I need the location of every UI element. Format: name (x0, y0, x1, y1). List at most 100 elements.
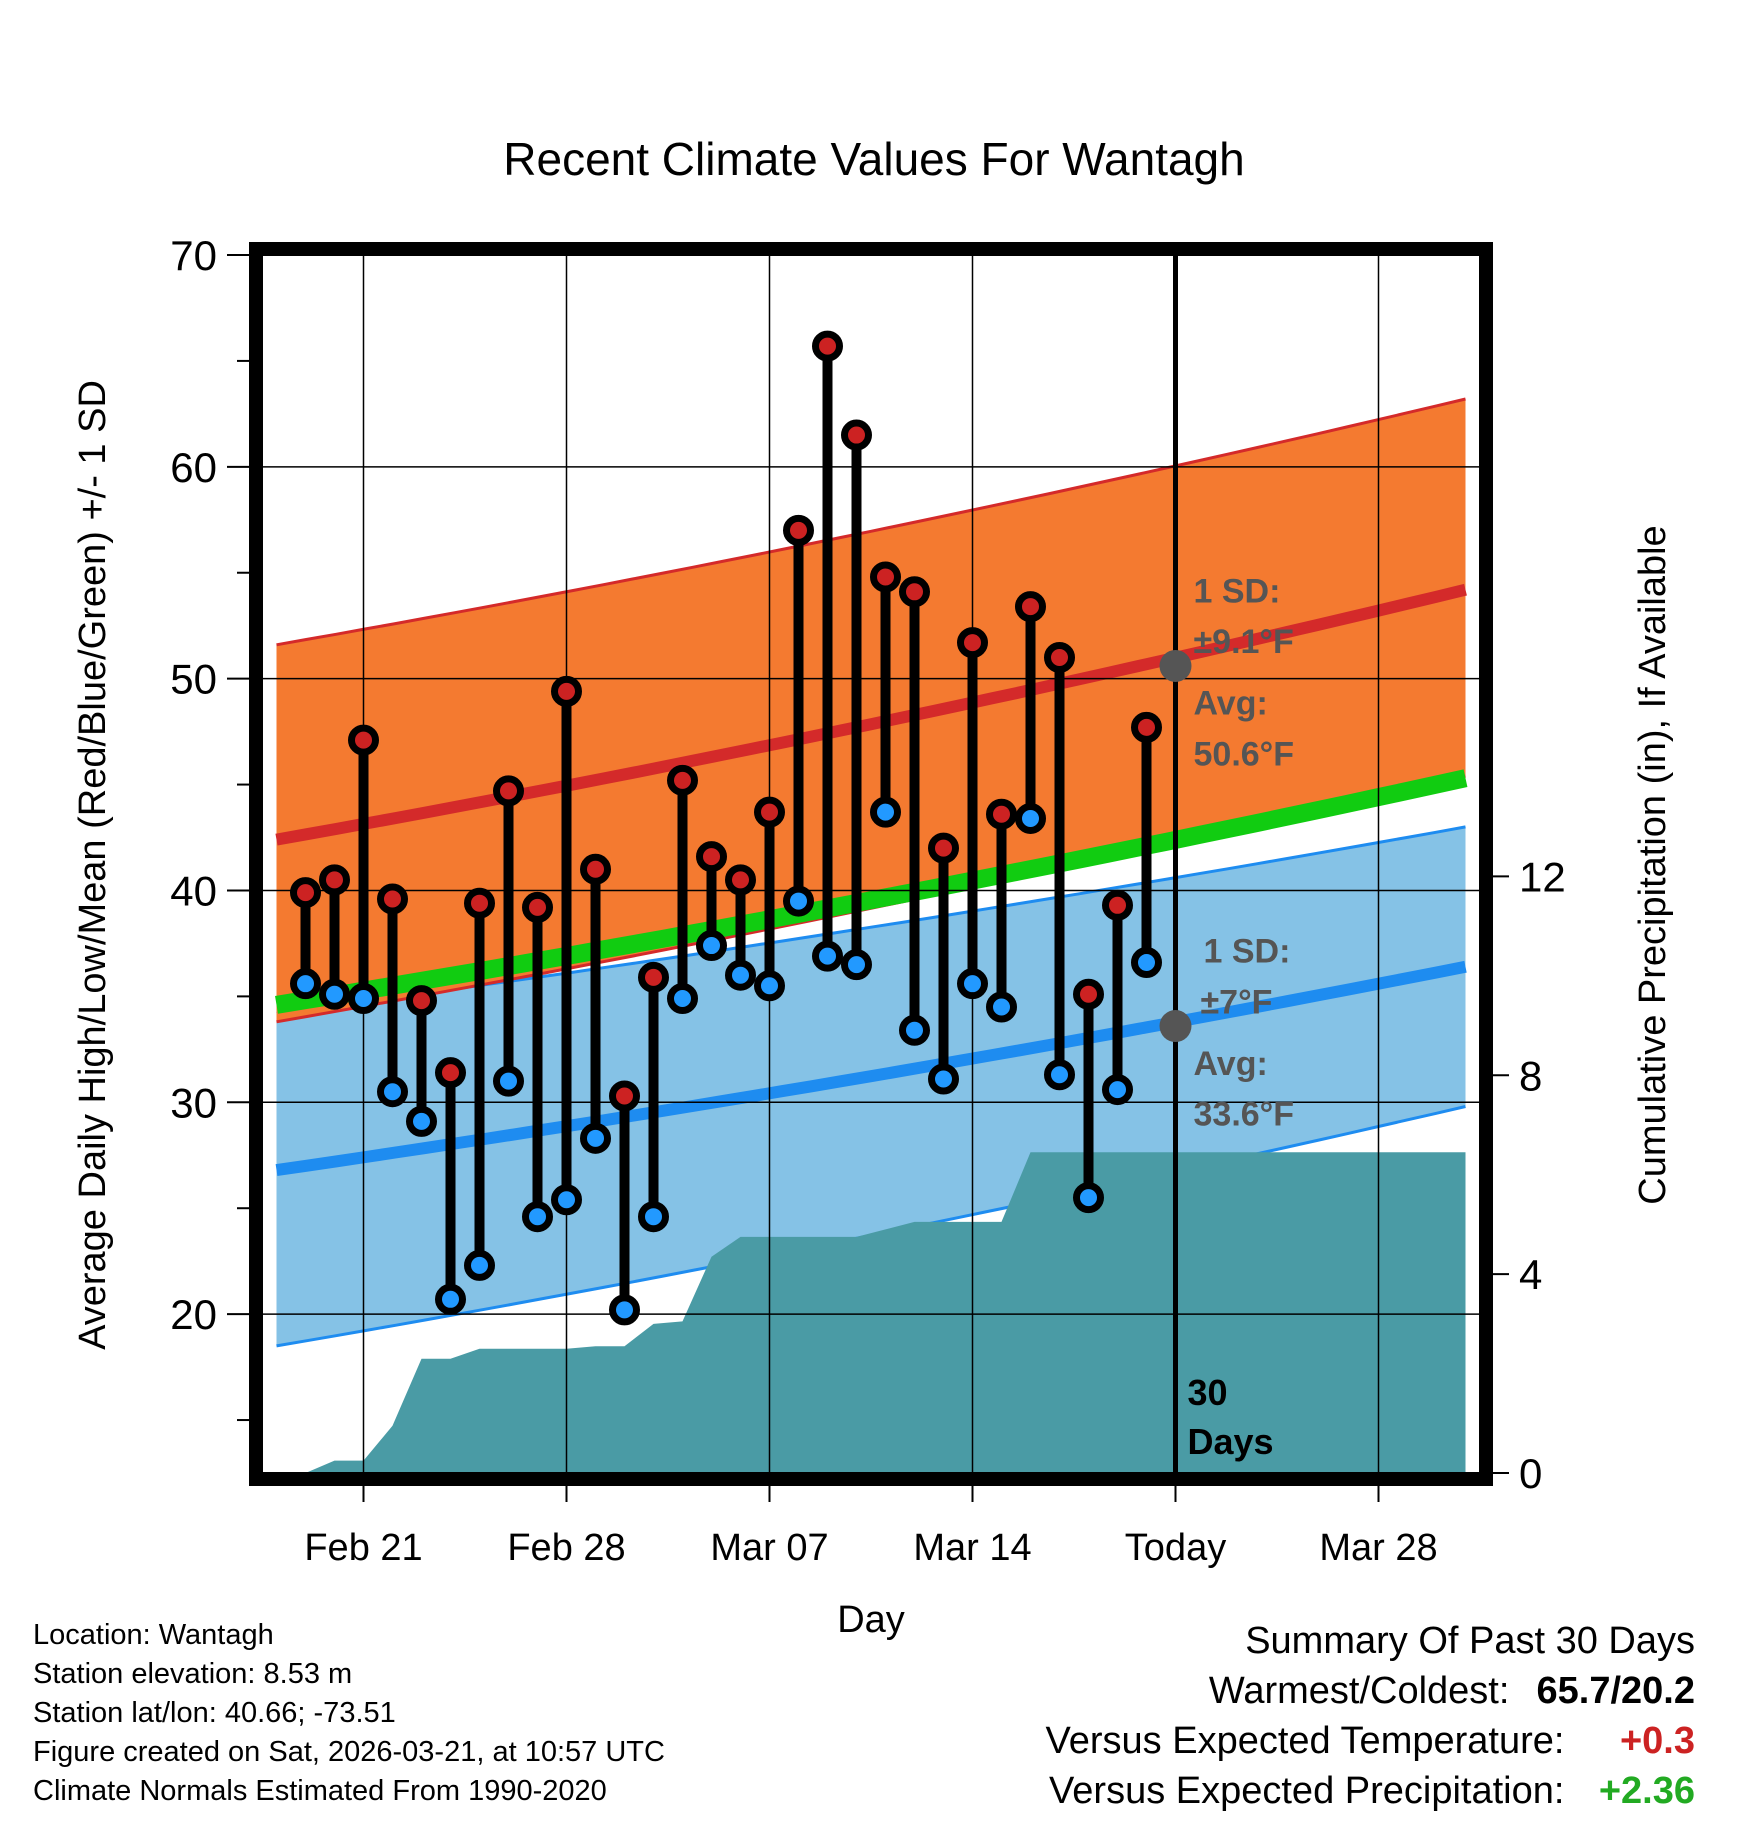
y2-tick-label: 4 (1519, 1251, 1542, 1298)
low-point (696, 930, 727, 962)
low-point (1015, 802, 1046, 834)
high-point (493, 775, 524, 807)
low-point (377, 1076, 408, 1108)
y-tick-label: 30 (170, 1079, 217, 1126)
high-point (899, 576, 930, 608)
low-point (1073, 1182, 1104, 1214)
high-point (1073, 978, 1104, 1010)
high-point (406, 985, 437, 1017)
high-point (522, 891, 553, 923)
temp-label: Versus Expected Temperature: (1045, 1720, 1565, 1762)
high-avg-value: 50.6°F (1194, 736, 1295, 774)
high-sd-label: 1 SD: (1194, 572, 1281, 610)
y-tick-label: 60 (170, 444, 217, 491)
low-point (435, 1283, 466, 1315)
high-point (435, 1057, 466, 1089)
high-point (986, 798, 1017, 830)
temp-value: +0.3 (1619, 1720, 1695, 1762)
high-point (638, 961, 669, 993)
high-point (551, 675, 582, 707)
high-point (957, 627, 988, 659)
y2-tick-label: 8 (1519, 1052, 1542, 1099)
high-point (290, 877, 321, 909)
low-sd-label: 1 SD: (1204, 932, 1291, 970)
x-tick-label: Mar 07 (710, 1527, 828, 1569)
days-text-label: Days (1188, 1421, 1274, 1462)
low-point (725, 959, 756, 991)
days-count-label: 30 (1188, 1372, 1228, 1413)
low-point (609, 1294, 640, 1326)
low-point (290, 968, 321, 1000)
low-point (783, 885, 814, 917)
high-point (725, 864, 756, 896)
low-point (841, 949, 872, 981)
low-point (580, 1122, 611, 1154)
high-sd-band (276, 399, 1466, 1022)
y2-axis-label: Cumulative Precipitation (in), If Availa… (1632, 525, 1674, 1204)
high-avg-label: Avg: (1194, 685, 1268, 723)
low-point (957, 968, 988, 1000)
high-point (1015, 591, 1046, 623)
low-point (319, 978, 350, 1010)
y2-tick-label: 0 (1519, 1450, 1542, 1497)
low-point (1131, 946, 1162, 978)
low-sd-value: ±7°F (1201, 983, 1273, 1021)
location-text: Location: Wantagh (33, 1619, 274, 1651)
precip-value: +2.36 (1598, 1770, 1695, 1812)
high-point (667, 764, 698, 796)
low-point (928, 1063, 959, 1095)
low-point (1044, 1059, 1075, 1091)
x-tick-label: Feb 21 (304, 1527, 422, 1569)
y-tick-label: 70 (170, 232, 217, 279)
precip-label: Versus Expected Precipitation: (1049, 1770, 1565, 1812)
summary-title: Summary Of Past 30 Days (1245, 1620, 1695, 1662)
x-tick-label: Feb 28 (507, 1527, 625, 1569)
low-point (986, 991, 1017, 1023)
low-point (406, 1105, 437, 1137)
low-point (870, 796, 901, 828)
low-point (1102, 1074, 1133, 1106)
high-avg-line (275, 583, 1467, 846)
low-avg-marker (1159, 1010, 1192, 1043)
precip-row: Versus Expected Precipitation: +2.36 (1046, 1766, 1695, 1816)
latlon-text: Station lat/lon: 40.66; -73.51 (33, 1697, 396, 1729)
low-point (754, 970, 785, 1002)
y-axis-label: Average Daily High/Low/Mean (Red/Blue/Gr… (72, 380, 114, 1350)
summary-panel: Summary Of Past 30 Days Warmest/Coldest:… (1046, 1616, 1695, 1816)
x-tick-label: Mar 14 (913, 1527, 1031, 1569)
high-sd-upper-line (276, 397, 1466, 647)
y-tick-label: 40 (170, 867, 217, 914)
high-point (696, 841, 727, 873)
high-point (754, 796, 785, 828)
high-point (377, 883, 408, 915)
high-point (1044, 641, 1075, 673)
y-tick-label: 50 (170, 656, 217, 703)
low-point (348, 983, 379, 1015)
low-avg-label: Avg: (1194, 1045, 1268, 1083)
low-point (667, 983, 698, 1015)
high-avg-marker (1159, 649, 1192, 682)
high-point (1131, 711, 1162, 743)
warm-cold-label: Warmest/Coldest: (1208, 1670, 1510, 1712)
high-point (319, 864, 350, 896)
high-point (580, 853, 611, 885)
low-point (638, 1201, 669, 1233)
high-point (783, 514, 814, 546)
low-point (899, 1014, 930, 1046)
high-sd-value: ±9.1°F (1194, 623, 1294, 661)
high-point (609, 1080, 640, 1112)
low-point (464, 1249, 495, 1281)
chart-title: Recent Climate Values For Wantagh (503, 133, 1244, 185)
warm-cold-value: 65.7/20.2 (1536, 1670, 1695, 1712)
high-point (812, 330, 843, 362)
x-tick-label: Mar 28 (1319, 1527, 1437, 1569)
low-sd-band (276, 826, 1466, 1346)
station-info: Location: Wantagh Station elevation: 8.5… (33, 1616, 665, 1811)
low-avg-value: 33.6°F (1194, 1096, 1295, 1134)
temp-row: Versus Expected Temperature: +0.3 (1046, 1716, 1695, 1766)
high-point (348, 724, 379, 756)
low-point (551, 1184, 582, 1216)
y-tick-label: 20 (170, 1291, 217, 1338)
high-point (928, 832, 959, 864)
elevation-text: Station elevation: 8.53 m (33, 1658, 353, 1690)
